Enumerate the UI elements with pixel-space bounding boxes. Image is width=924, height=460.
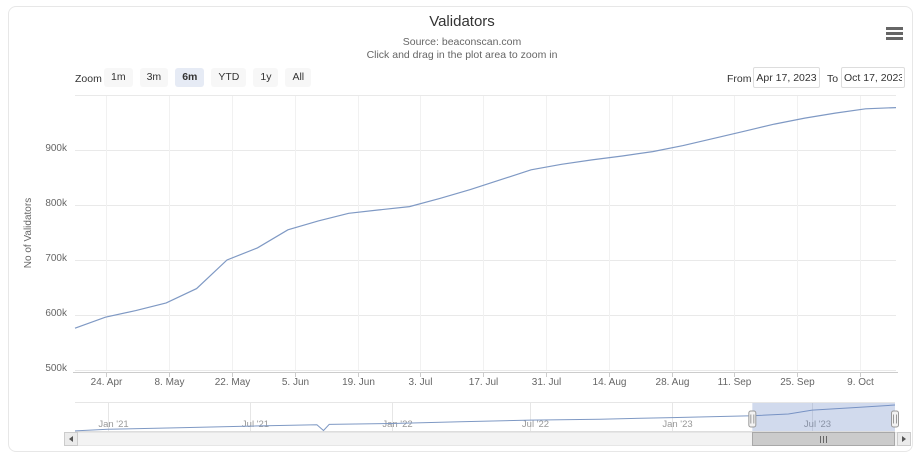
y-tick-label: 700k <box>45 253 68 264</box>
scrollbar-thumb[interactable] <box>752 432 895 446</box>
x-tick-label: 24. Apr <box>91 377 123 388</box>
navigator-right-handle[interactable] <box>891 410 899 428</box>
grip-line <box>826 435 827 443</box>
from-label: From <box>727 73 752 85</box>
navigator-selected-range[interactable] <box>752 403 895 431</box>
menu-bar <box>886 32 903 35</box>
to-label: To <box>827 73 839 85</box>
zoom-button-3m[interactable]: 3m <box>139 68 169 87</box>
navigator-label: Jan '23 <box>662 419 692 430</box>
chart-subtitle-source: Source: beaconscan.com <box>402 36 522 48</box>
y-tick-label: 900k <box>45 143 68 154</box>
y-tick-label: 800k <box>45 198 68 209</box>
right-arrow-icon <box>902 436 906 442</box>
zoom-button-group: 1m 3m 6m YTD 1y All <box>104 68 312 87</box>
to-date-input[interactable] <box>841 67 905 88</box>
left-arrow-icon <box>69 436 73 442</box>
menu-bar <box>886 37 903 40</box>
navigator-left-handle[interactable] <box>748 410 757 428</box>
hamburger-menu-icon[interactable] <box>886 27 903 40</box>
x-tick-label: 25. Sep <box>780 377 815 388</box>
plot-area[interactable] <box>75 96 896 370</box>
navigator-label: Jan '22 <box>382 419 412 430</box>
x-tick-label: 22. May <box>215 377 251 388</box>
x-tick-label: 31. Jul <box>532 377 561 388</box>
y-axis-title: No of Validators <box>23 198 34 268</box>
y-tick-label: 500k <box>45 363 68 374</box>
scrollbar-right-button[interactable] <box>897 432 911 446</box>
y-tick-label: 600k <box>45 308 68 319</box>
x-tick-label: 17. Jul <box>469 377 498 388</box>
chart-subtitle-hint: Click and drag in the plot area to zoom … <box>366 49 558 61</box>
zoom-button-6m[interactable]: 6m <box>175 68 205 87</box>
zoom-button-1y[interactable]: 1y <box>253 68 279 87</box>
zoom-button-1m[interactable]: 1m <box>104 68 133 87</box>
x-tick-label: 11. Sep <box>718 377 752 388</box>
validators-series-line <box>74 107 897 329</box>
navigator-series-line <box>74 404 896 432</box>
grip-line <box>820 435 821 443</box>
grip-line <box>823 435 824 443</box>
from-date-input[interactable] <box>753 67 820 88</box>
zoom-label: Zoom <box>75 73 102 85</box>
chart-title: Validators <box>429 13 495 30</box>
x-tick-label: 28. Aug <box>656 377 690 388</box>
navigator-label: Jul '21 <box>242 419 269 430</box>
x-tick-label: 5. Jun <box>282 377 309 388</box>
x-tick-label: 14. Aug <box>593 377 627 388</box>
x-tick-label: 8. May <box>154 377 184 388</box>
zoom-button-all[interactable]: All <box>285 68 312 87</box>
scrollbar-left-button[interactable] <box>64 432 78 446</box>
navigator-label: Jan '21 <box>98 419 128 430</box>
zoom-button-ytd[interactable]: YTD <box>211 68 247 87</box>
navigator-label: Jul '23 <box>804 419 831 430</box>
x-tick-label: 3. Jul <box>409 377 433 388</box>
navigator-label: Jul '22 <box>522 419 549 430</box>
menu-bar <box>886 27 903 30</box>
x-tick-label: 9. Oct <box>847 377 874 388</box>
x-tick-label: 19. Jun <box>342 377 375 388</box>
